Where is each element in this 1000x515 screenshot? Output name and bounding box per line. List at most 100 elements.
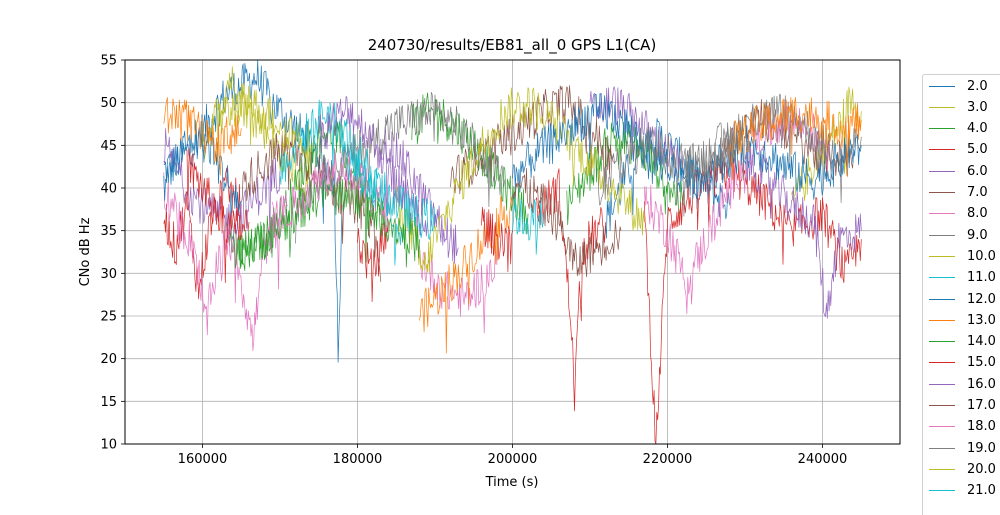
legend-label: 21.0: [967, 483, 996, 499]
y-tick-label: 35: [100, 224, 117, 239]
series-line-2.0: [163, 59, 343, 363]
y-tick-label: 50: [100, 96, 117, 111]
series-16.0: [318, 95, 428, 237]
legend-label: 18.0: [967, 419, 996, 435]
legend-item: 9.0: [929, 225, 988, 245]
legend-item: 13.0: [929, 310, 996, 330]
series-line-10.0: [395, 87, 645, 274]
legend-swatch: [929, 213, 955, 215]
y-axis-label: CNo dB Hz: [78, 217, 93, 286]
legend-item: 15.0: [929, 353, 996, 373]
legend-item: 2.0: [929, 76, 988, 96]
legend-label: 17.0: [967, 398, 996, 413]
series-12.0: [163, 93, 862, 225]
legend-label: 20.0: [967, 461, 996, 477]
legend-label: 2.0: [967, 78, 988, 94]
legend-item: 14.0: [929, 332, 996, 352]
legend-label: 16.0: [967, 376, 996, 392]
chart: 240730/results/EB81_all_0 GPS L1(CA) 160…: [78, 36, 901, 490]
y-tick-label: 55: [100, 54, 117, 69]
series-line-19.0: [597, 124, 738, 206]
series-8.0: [163, 99, 831, 352]
x-tick-label: 220000: [643, 452, 693, 467]
x-axis-ticks: 160000 180000 200000 220000 240000: [178, 444, 848, 467]
series-9.0: [295, 91, 862, 244]
legend-swatch: [929, 362, 955, 364]
legend-item: 11.0: [929, 268, 996, 288]
legend-item: 18.0: [929, 417, 996, 437]
legend-item: 21.0: [929, 481, 996, 501]
legend-swatch: [929, 128, 955, 130]
legend-item: 12.0: [929, 289, 996, 309]
legend: 2.0 3.0 4.0 5.0 6.0 7.0 8.0 9.0 10.0 11.0 12.0 13.0…: [922, 74, 1000, 515]
series-20.0: [217, 82, 312, 166]
y-tick-label: 10: [100, 438, 117, 453]
plot-lines: [163, 59, 862, 445]
legend-swatch: [929, 383, 955, 385]
series-15.0: [186, 147, 513, 284]
series-line-15.0: [186, 147, 250, 284]
legend-item: 6.0: [929, 161, 988, 181]
legend-label: 12.0: [967, 291, 996, 307]
y-tick-label: 45: [100, 139, 117, 154]
legend-label: 5.0: [967, 142, 988, 158]
series-line-13.0: [729, 96, 862, 180]
legend-label: 19.0: [967, 440, 996, 456]
legend-item: 5.0: [929, 140, 988, 160]
legend-item: 4.0: [929, 119, 988, 139]
x-tick-label: 180000: [333, 452, 383, 467]
series-line-8.0: [419, 245, 498, 334]
series-line-16.0: [318, 95, 428, 237]
legend-label: 7.0: [967, 185, 988, 200]
legend-swatch: [929, 234, 955, 236]
series-line-8.0: [163, 172, 289, 352]
legend-swatch: [929, 426, 955, 428]
legend-swatch: [929, 255, 955, 257]
series-line-9.0: [295, 91, 506, 244]
legend-label: 9.0: [967, 227, 988, 243]
legend-swatch: [929, 319, 955, 321]
legend-label: 14.0: [967, 334, 996, 350]
legend-item: 17.0: [929, 396, 996, 416]
series-line-4.0: [566, 121, 684, 226]
y-tick-label: 30: [100, 267, 117, 282]
series-line-6.0: [744, 144, 862, 319]
series-line-11.0: [512, 193, 544, 255]
series-line-3.0: [202, 66, 312, 203]
y-tick-label: 25: [100, 310, 117, 325]
y-axis-ticks: 10 15 20 25 30 35 40 45 50 55: [100, 54, 125, 453]
x-axis-label: Time (s): [485, 475, 539, 490]
legend-label: 15.0: [967, 355, 996, 371]
legend-label: 3.0: [967, 99, 988, 115]
x-tick-label: 240000: [798, 452, 848, 467]
legend-item: 19.0: [929, 438, 996, 458]
legend-label: 8.0: [967, 206, 988, 222]
legend-swatch: [929, 106, 955, 108]
legend-swatch: [929, 490, 955, 492]
series-line-5.0: [643, 152, 862, 445]
legend-swatch: [929, 341, 955, 343]
series-line-15.0: [481, 206, 513, 273]
legend-swatch: [929, 277, 955, 279]
legend-swatch: [929, 405, 955, 406]
legend-item: 7.0: [929, 183, 988, 203]
legend-label: 13.0: [967, 312, 996, 328]
legend-swatch: [929, 149, 955, 151]
series-line-12.0: [512, 93, 862, 200]
y-tick-label: 15: [100, 395, 117, 410]
x-tick-label: 200000: [488, 452, 538, 467]
chart-title: 240730/results/EB81_all_0 GPS L1(CA): [368, 36, 657, 55]
y-tick-label: 40: [100, 182, 117, 197]
series-line-13.0: [163, 97, 242, 176]
legend-label: 10.0: [967, 248, 996, 264]
series-19.0: [597, 124, 738, 206]
legend-label: 11.0: [967, 270, 996, 286]
legend-item: 10.0: [929, 246, 996, 266]
y-tick-label: 20: [100, 352, 117, 367]
series-line-20.0: [217, 82, 312, 166]
series-13.0: [163, 96, 862, 354]
legend-swatch: [929, 170, 955, 172]
series-line-12.0: [163, 119, 242, 225]
series-line-5.0: [357, 222, 389, 302]
legend-item: 16.0: [929, 374, 996, 394]
